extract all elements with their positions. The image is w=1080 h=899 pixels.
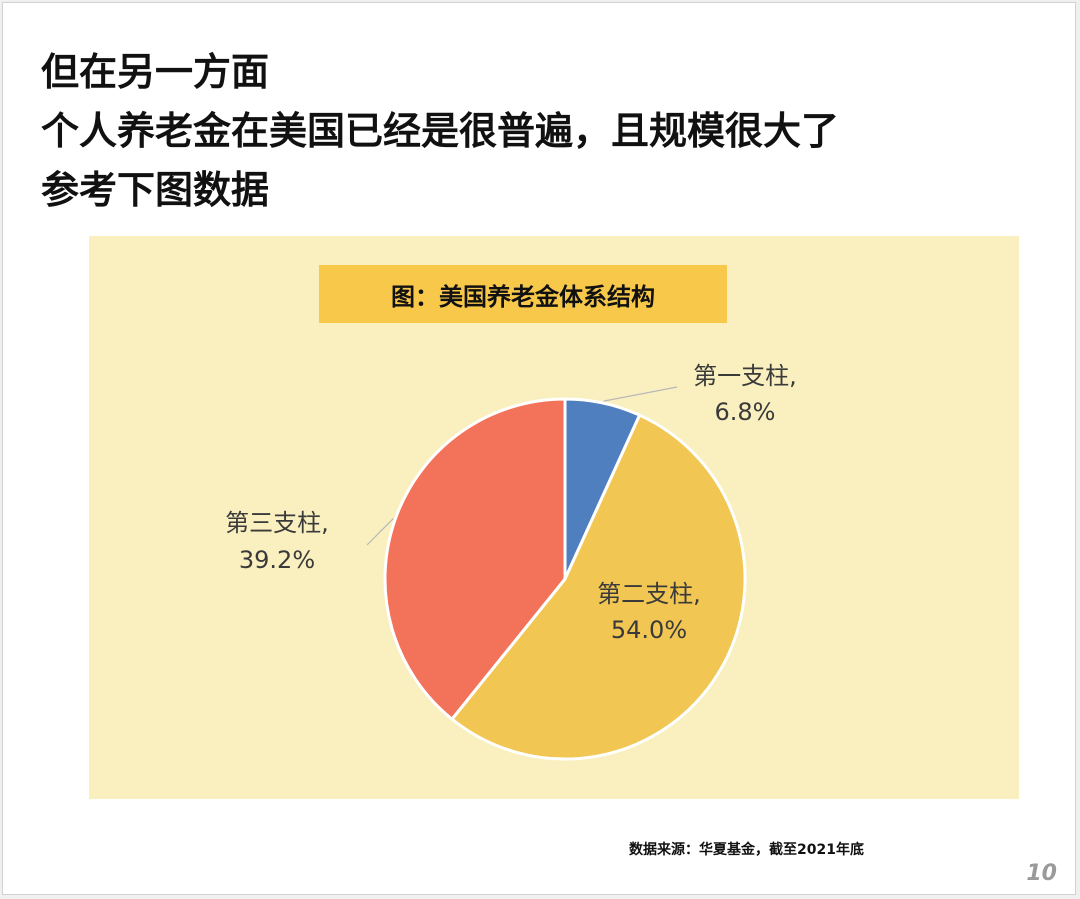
pie-slice-pillar-2 (450, 413, 747, 761)
slide-heading: 但在另一方面 个人养老金在美国已经是很普遍，且规模很大了 参考下图数据 (41, 43, 839, 220)
heading-line-3: 参考下图数据 (41, 168, 270, 212)
slice-label-value-pillar-2: 54.0% (611, 616, 687, 644)
pie-slices (383, 397, 747, 761)
data-source-note: 数据来源：华夏基金，截至2021年底 (629, 842, 864, 858)
slice-label-value-pillar-3: 39.2% (239, 546, 315, 574)
pie-slice-pillar-3 (383, 397, 567, 721)
chart-panel: 图：美国养老金体系结构 第一支柱, 6.8% 第二支柱, 54.0% 第三支柱,… (89, 236, 1019, 799)
slice-label-value-pillar-1: 6.8% (715, 398, 776, 426)
pie-chart: 第一支柱, 6.8% 第二支柱, 54.0% 第三支柱, 39.2% (225, 362, 797, 761)
pie-leader-lines (366, 386, 678, 546)
leader-line-pillar-1 (603, 386, 678, 402)
page-number: 10 (1026, 861, 1057, 886)
leader-line-pillar-3 (366, 518, 394, 546)
heading-line-1: 但在另一方面 (41, 50, 270, 94)
slice-label-name-pillar-3: 第三支柱, (225, 509, 329, 537)
slice-label-name-pillar-2: 第二支柱, (597, 580, 701, 608)
chart-title: 图：美国养老金体系结构 (319, 265, 727, 323)
slice-label-name-pillar-1: 第一支柱, (693, 362, 797, 390)
heading-line-2: 个人养老金在美国已经是很普遍，且规模很大了 (41, 109, 840, 153)
